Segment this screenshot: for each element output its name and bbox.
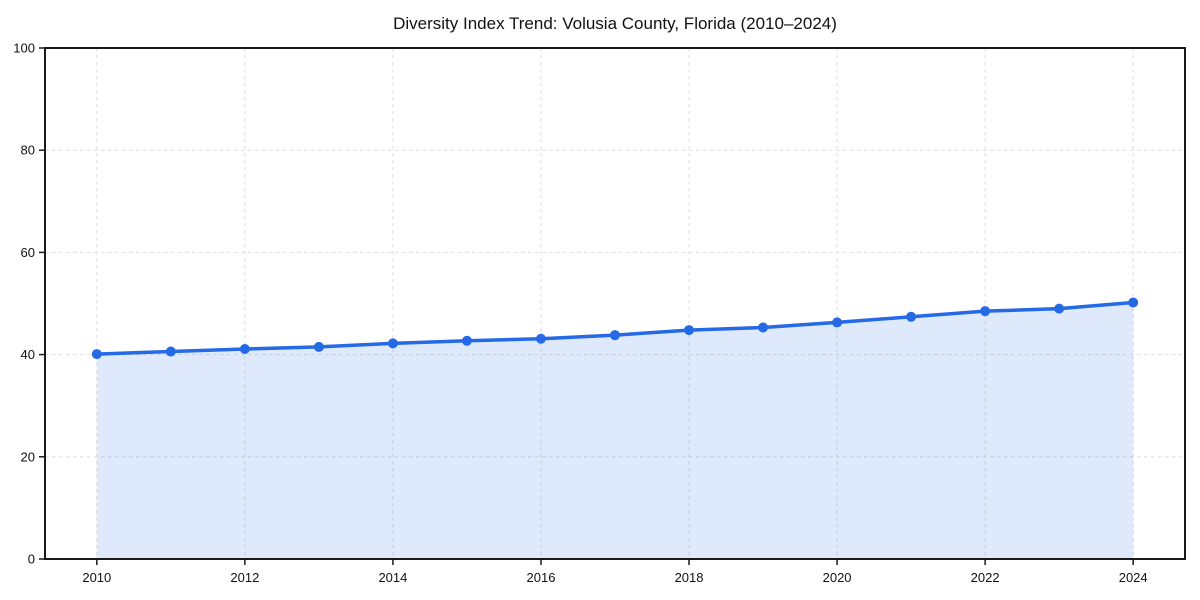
plot-border <box>44 47 1186 560</box>
x-tick-label: 2010 <box>82 570 111 585</box>
data-point-2012 <box>239 343 250 354</box>
x-tick-label: 2020 <box>823 570 852 585</box>
axis-layer: 2010 2012 2014 2016 2018 2020 2022 2024 0 20 40 60 8… <box>13 41 1186 585</box>
data-point-2018 <box>684 325 695 336</box>
y-tick-label: 20 <box>21 449 35 464</box>
grid-layer <box>45 48 1185 559</box>
data-point-2014 <box>387 338 398 349</box>
x-tick-label: 2022 <box>971 570 1000 585</box>
data-point-2011 <box>165 346 176 357</box>
data-point-2016 <box>535 333 546 344</box>
data-point-2024 <box>1128 297 1139 308</box>
y-tick-label: 60 <box>21 245 35 260</box>
x-tick-label: 2024 <box>1119 570 1148 585</box>
data-point-2010 <box>91 349 102 360</box>
data-point-2017 <box>610 330 620 341</box>
x-tick-label: 2014 <box>378 570 407 585</box>
marker-layer <box>91 297 1139 360</box>
data-point-2023 <box>1054 303 1065 314</box>
x-tick-label: 2018 <box>675 570 704 585</box>
area-layer <box>96 302 1134 559</box>
y-tick-label: 80 <box>21 143 35 158</box>
x-tick-label: 2012 <box>230 570 259 585</box>
y-tick-label: 100 <box>13 41 35 56</box>
y-tick-label: 0 <box>28 552 35 567</box>
data-point-2013 <box>313 341 324 352</box>
x-tick-label: 2016 <box>527 570 556 585</box>
data-point-2020 <box>832 317 843 328</box>
data-point-2021 <box>906 311 917 322</box>
data-point-2015 <box>461 335 472 346</box>
series-area-fill <box>96 302 1134 559</box>
y-tick-label: 40 <box>21 347 35 362</box>
data-point-2019 <box>758 322 769 333</box>
data-point-2022 <box>980 306 991 317</box>
chart-title: Diversity Index Trend: Volusia County, F… <box>393 14 837 33</box>
